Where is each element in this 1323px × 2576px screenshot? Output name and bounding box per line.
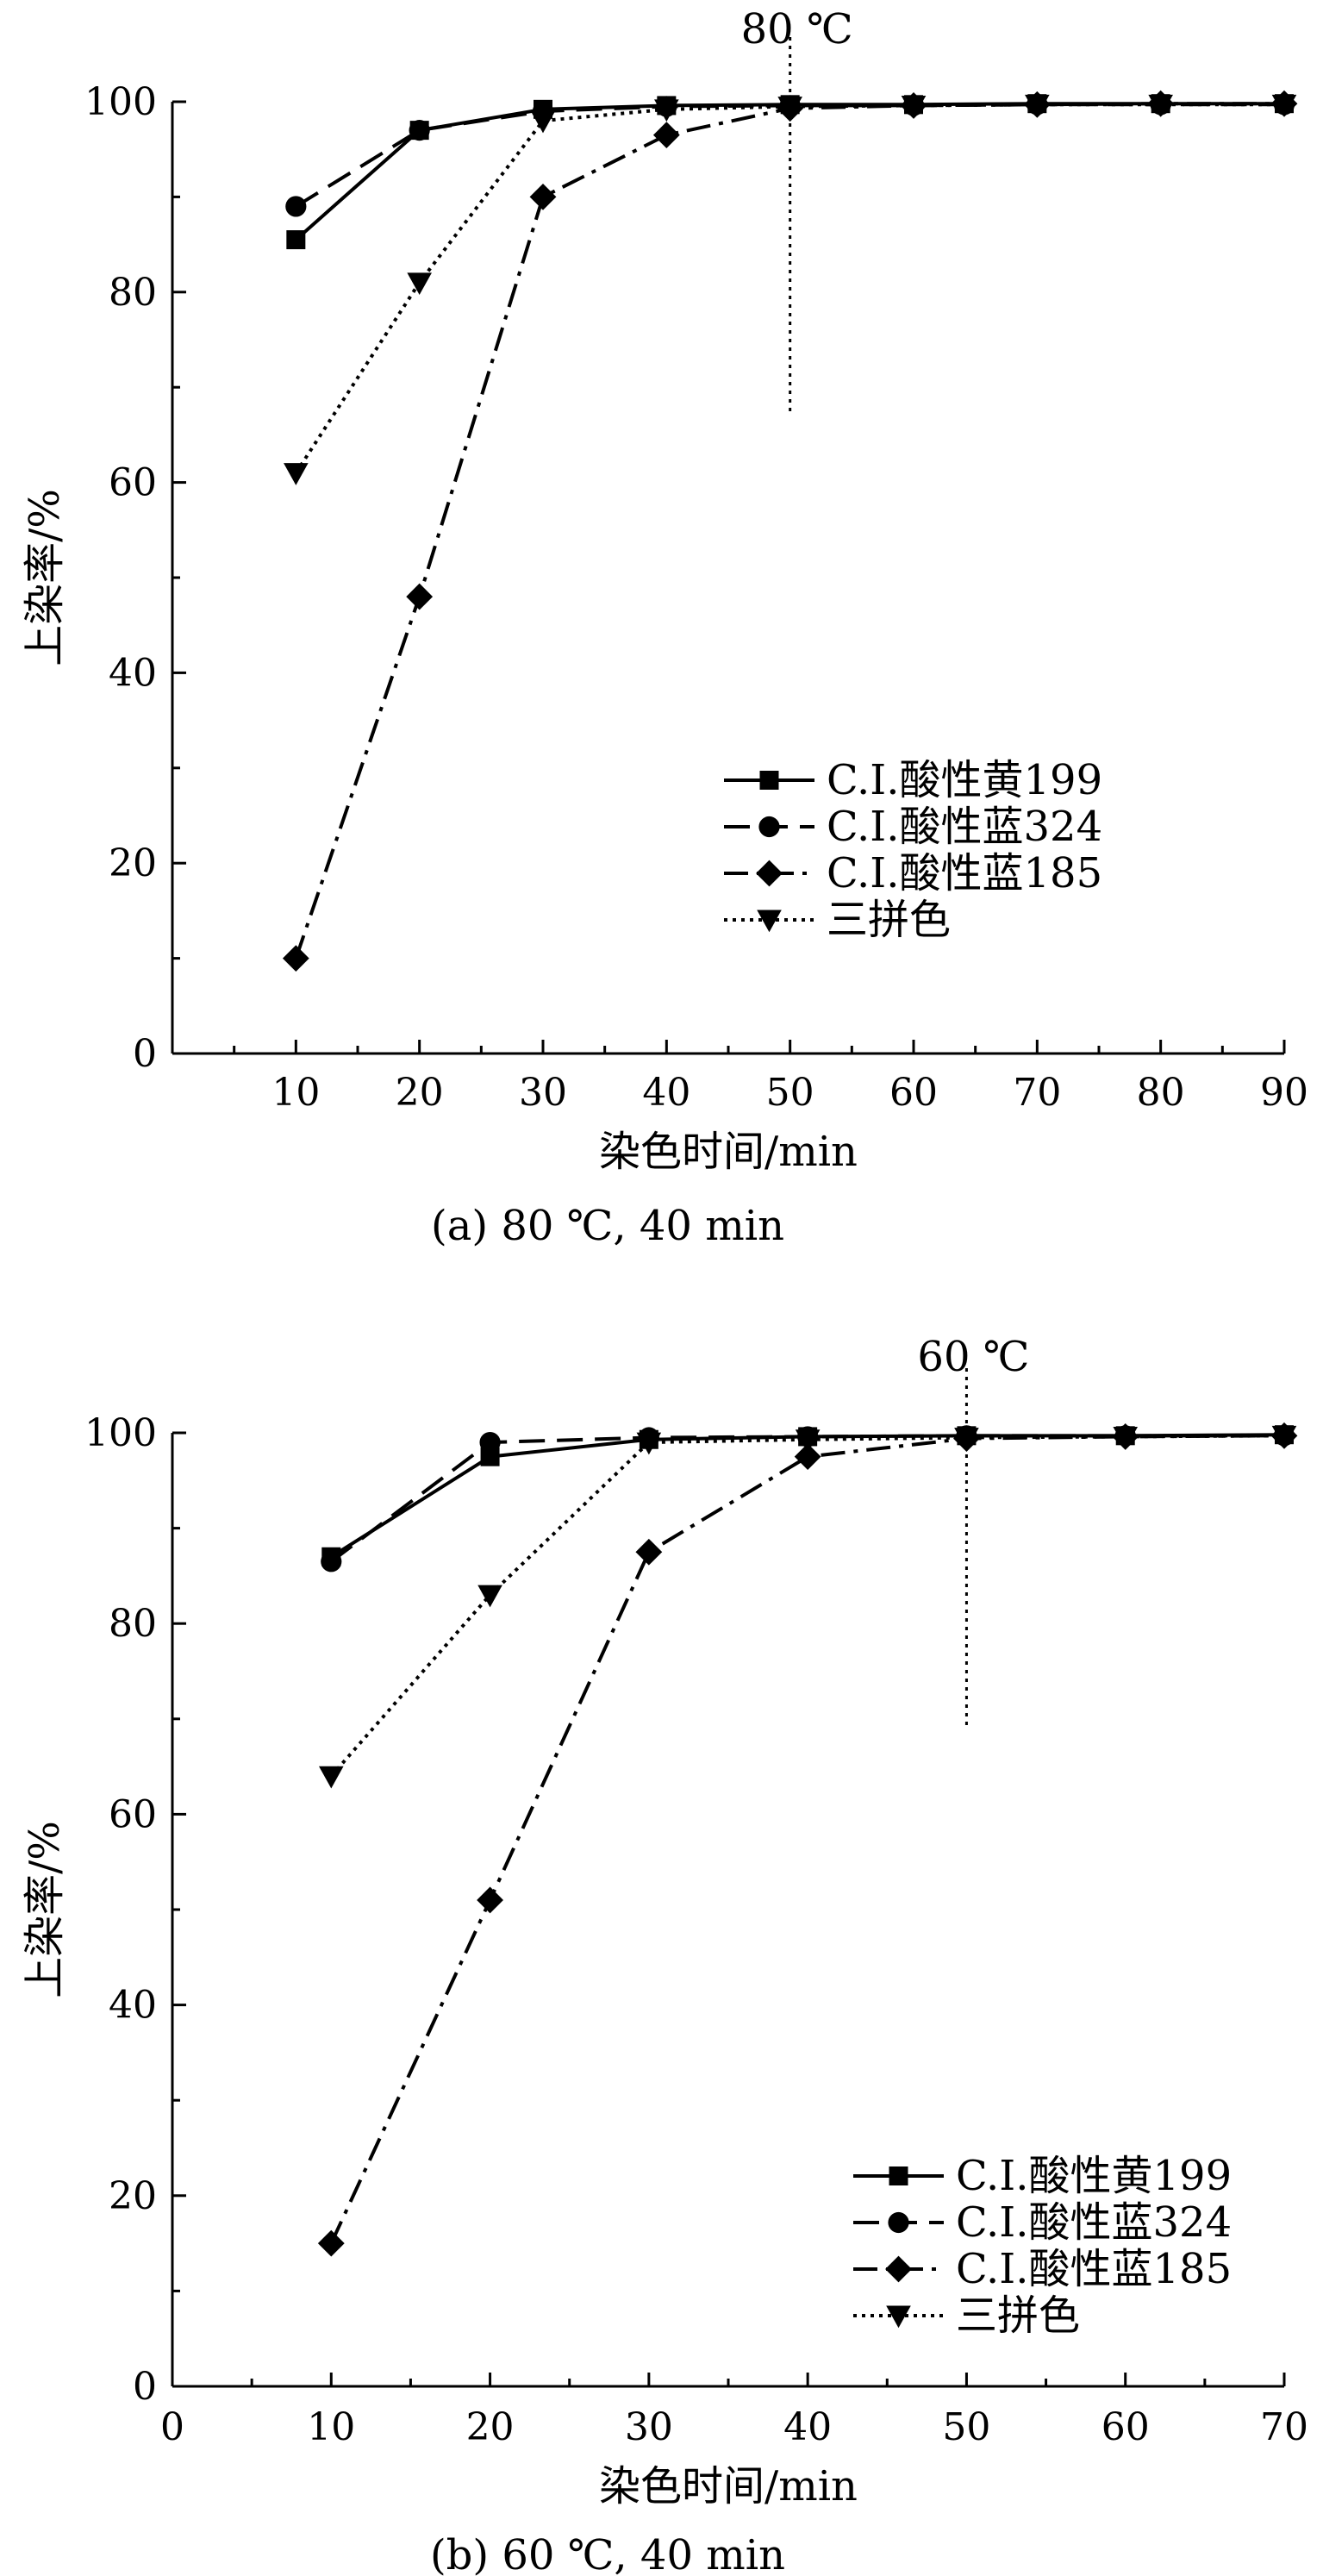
legend-label: C.I.酸性蓝185: [956, 2245, 1232, 2293]
y-tick-label: 40: [109, 1984, 157, 2028]
series-line: [294, 102, 1284, 960]
data-point: [480, 1447, 500, 1466]
data-point: [635, 1538, 663, 1566]
data-point: [406, 583, 434, 610]
y-axis-title: 上染率/%: [21, 1821, 69, 1998]
data-point: [1271, 94, 1297, 117]
x-axis-title: 染色时间/min: [599, 2462, 858, 2510]
data-point: [318, 1766, 344, 1789]
legend-marker: [886, 2305, 911, 2329]
x-tick-label: 0: [160, 2405, 184, 2449]
x-tick-label: 30: [519, 1071, 567, 1115]
data-point: [285, 196, 307, 217]
legend-marker: [885, 2255, 912, 2283]
y-tick-label: 60: [109, 461, 157, 505]
legend-label: C.I.酸性黄199: [827, 756, 1102, 804]
x-tick-label: 50: [766, 1071, 814, 1115]
y-tick-label: 80: [109, 271, 157, 315]
legend-label: C.I.酸性蓝324: [956, 2198, 1232, 2247]
data-point: [286, 230, 306, 250]
legend-label: C.I.酸性黄199: [956, 2152, 1232, 2200]
data-point: [530, 110, 556, 134]
data-point: [636, 1432, 662, 1455]
y-tick-label: 0: [133, 1032, 157, 1076]
y-tick-label: 0: [133, 2365, 157, 2409]
x-tick-label: 50: [942, 2405, 990, 2449]
x-tick-label: 80: [1137, 1071, 1185, 1115]
data-point: [407, 272, 432, 296]
data-point: [795, 1429, 821, 1453]
x-tick-label: 60: [889, 1071, 938, 1115]
legend-marker: [756, 860, 783, 887]
x-tick-label: 60: [1101, 2405, 1150, 2449]
series-line: [329, 1434, 1285, 2244]
data-point: [321, 1551, 342, 1572]
y-tick-label: 100: [84, 1411, 157, 1455]
data-point: [1148, 94, 1173, 117]
data-point: [1271, 1425, 1297, 1448]
legend-label: C.I.酸性蓝185: [827, 849, 1102, 897]
y-tick-label: 20: [109, 841, 157, 885]
reference-line-label: 80 ℃: [741, 5, 853, 53]
data-point: [1025, 94, 1050, 117]
legend-marker: [757, 910, 782, 933]
x-tick-label: 20: [466, 2405, 515, 2449]
figure-caption: (b) 60 ℃, 40 min: [430, 2531, 785, 2576]
data-point: [901, 95, 927, 118]
x-tick-label: 20: [396, 1071, 444, 1115]
y-tick-label: 40: [109, 651, 157, 695]
legend-marker: [888, 2211, 909, 2234]
data-point: [652, 122, 680, 149]
x-axis-title: 染色时间/min: [599, 1128, 858, 1176]
data-point: [317, 2229, 345, 2257]
data-point: [794, 1443, 821, 1471]
data-point: [479, 1431, 501, 1454]
data-point: [1113, 1426, 1139, 1449]
data-point: [409, 120, 430, 141]
data-point: [477, 1585, 502, 1608]
legend-marker: [758, 816, 780, 838]
data-point: [777, 97, 802, 119]
legend-label: C.I.酸性蓝324: [827, 803, 1102, 851]
figure-caption: (a) 80 ℃, 40 min: [431, 1202, 784, 1250]
x-tick-label: 30: [625, 2405, 673, 2449]
x-tick-label: 10: [307, 2405, 355, 2449]
legend-marker: [759, 771, 779, 790]
x-tick-label: 90: [1260, 1071, 1308, 1115]
data-point: [282, 945, 309, 972]
legend-marker: [889, 2166, 908, 2185]
x-tick-label: 70: [1260, 2405, 1308, 2449]
series-line: [329, 1434, 1285, 1778]
x-tick-label: 40: [642, 1071, 690, 1115]
data-point: [477, 1886, 503, 1914]
data-point: [954, 1428, 979, 1450]
y-tick-label: 80: [109, 1602, 157, 1646]
data-point: [284, 463, 309, 485]
x-tick-label: 10: [271, 1071, 320, 1115]
data-point: [654, 99, 679, 122]
x-tick-label: 40: [783, 2405, 832, 2449]
chart-panel-b: 0 10 20 30 40 50 60 70 0 20 40 60 80 100 染色时间/min 上染率/%…: [21, 1333, 1308, 2576]
data-point: [529, 184, 557, 210]
x-tick-label: 70: [1013, 1071, 1061, 1115]
legend-label: 三拼色: [956, 2292, 1080, 2340]
chart-panel-a: 10 20 30 40 50 60 70 80 90 0 20 40 60 80 100 染色时间/min 上染…: [21, 5, 1308, 1250]
y-axis-title: 上染率/%: [21, 489, 69, 666]
y-tick-label: 100: [84, 80, 157, 124]
reference-line-label: 60 ℃: [917, 1333, 1029, 1381]
y-tick-label: 60: [109, 1792, 157, 1836]
legend-label: 三拼色: [827, 896, 951, 944]
y-tick-label: 20: [109, 2174, 157, 2218]
series-line: [294, 103, 1284, 474]
